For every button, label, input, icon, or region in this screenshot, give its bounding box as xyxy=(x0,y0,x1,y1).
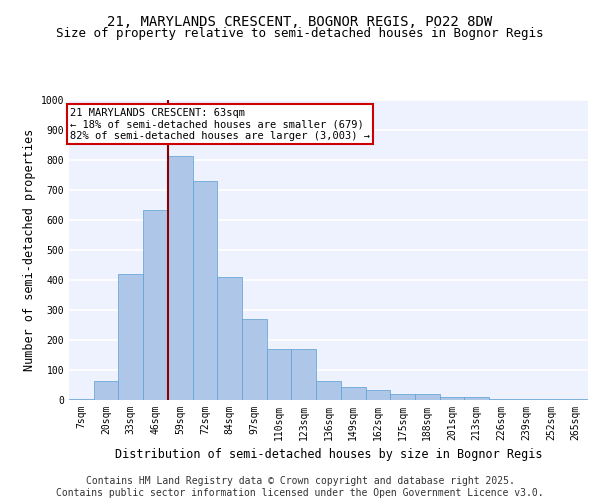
Bar xyxy=(341,386,365,400)
Text: Contains HM Land Registry data © Crown copyright and database right 2025.
Contai: Contains HM Land Registry data © Crown c… xyxy=(56,476,544,498)
Bar xyxy=(143,210,168,400)
Bar xyxy=(464,397,489,400)
Text: 21, MARYLANDS CRESCENT, BOGNOR REGIS, PO22 8DW: 21, MARYLANDS CRESCENT, BOGNOR REGIS, PO… xyxy=(107,15,493,29)
Bar xyxy=(217,277,242,400)
Bar xyxy=(440,397,464,400)
Text: Size of property relative to semi-detached houses in Bognor Regis: Size of property relative to semi-detach… xyxy=(56,28,544,40)
Bar xyxy=(292,349,316,400)
Bar xyxy=(168,156,193,400)
Bar xyxy=(316,380,341,400)
Y-axis label: Number of semi-detached properties: Number of semi-detached properties xyxy=(23,129,37,371)
Bar xyxy=(118,274,143,400)
Bar xyxy=(563,398,588,400)
X-axis label: Distribution of semi-detached houses by size in Bognor Regis: Distribution of semi-detached houses by … xyxy=(115,448,542,462)
Text: 21 MARYLANDS CRESCENT: 63sqm
← 18% of semi-detached houses are smaller (679)
82%: 21 MARYLANDS CRESCENT: 63sqm ← 18% of se… xyxy=(70,108,370,140)
Bar xyxy=(267,349,292,400)
Bar xyxy=(193,181,217,400)
Bar xyxy=(242,319,267,400)
Bar xyxy=(365,390,390,400)
Bar xyxy=(390,394,415,400)
Bar xyxy=(415,394,440,400)
Bar xyxy=(94,380,118,400)
Bar xyxy=(539,398,563,400)
Bar xyxy=(69,398,94,400)
Bar xyxy=(489,398,514,400)
Bar xyxy=(514,398,539,400)
